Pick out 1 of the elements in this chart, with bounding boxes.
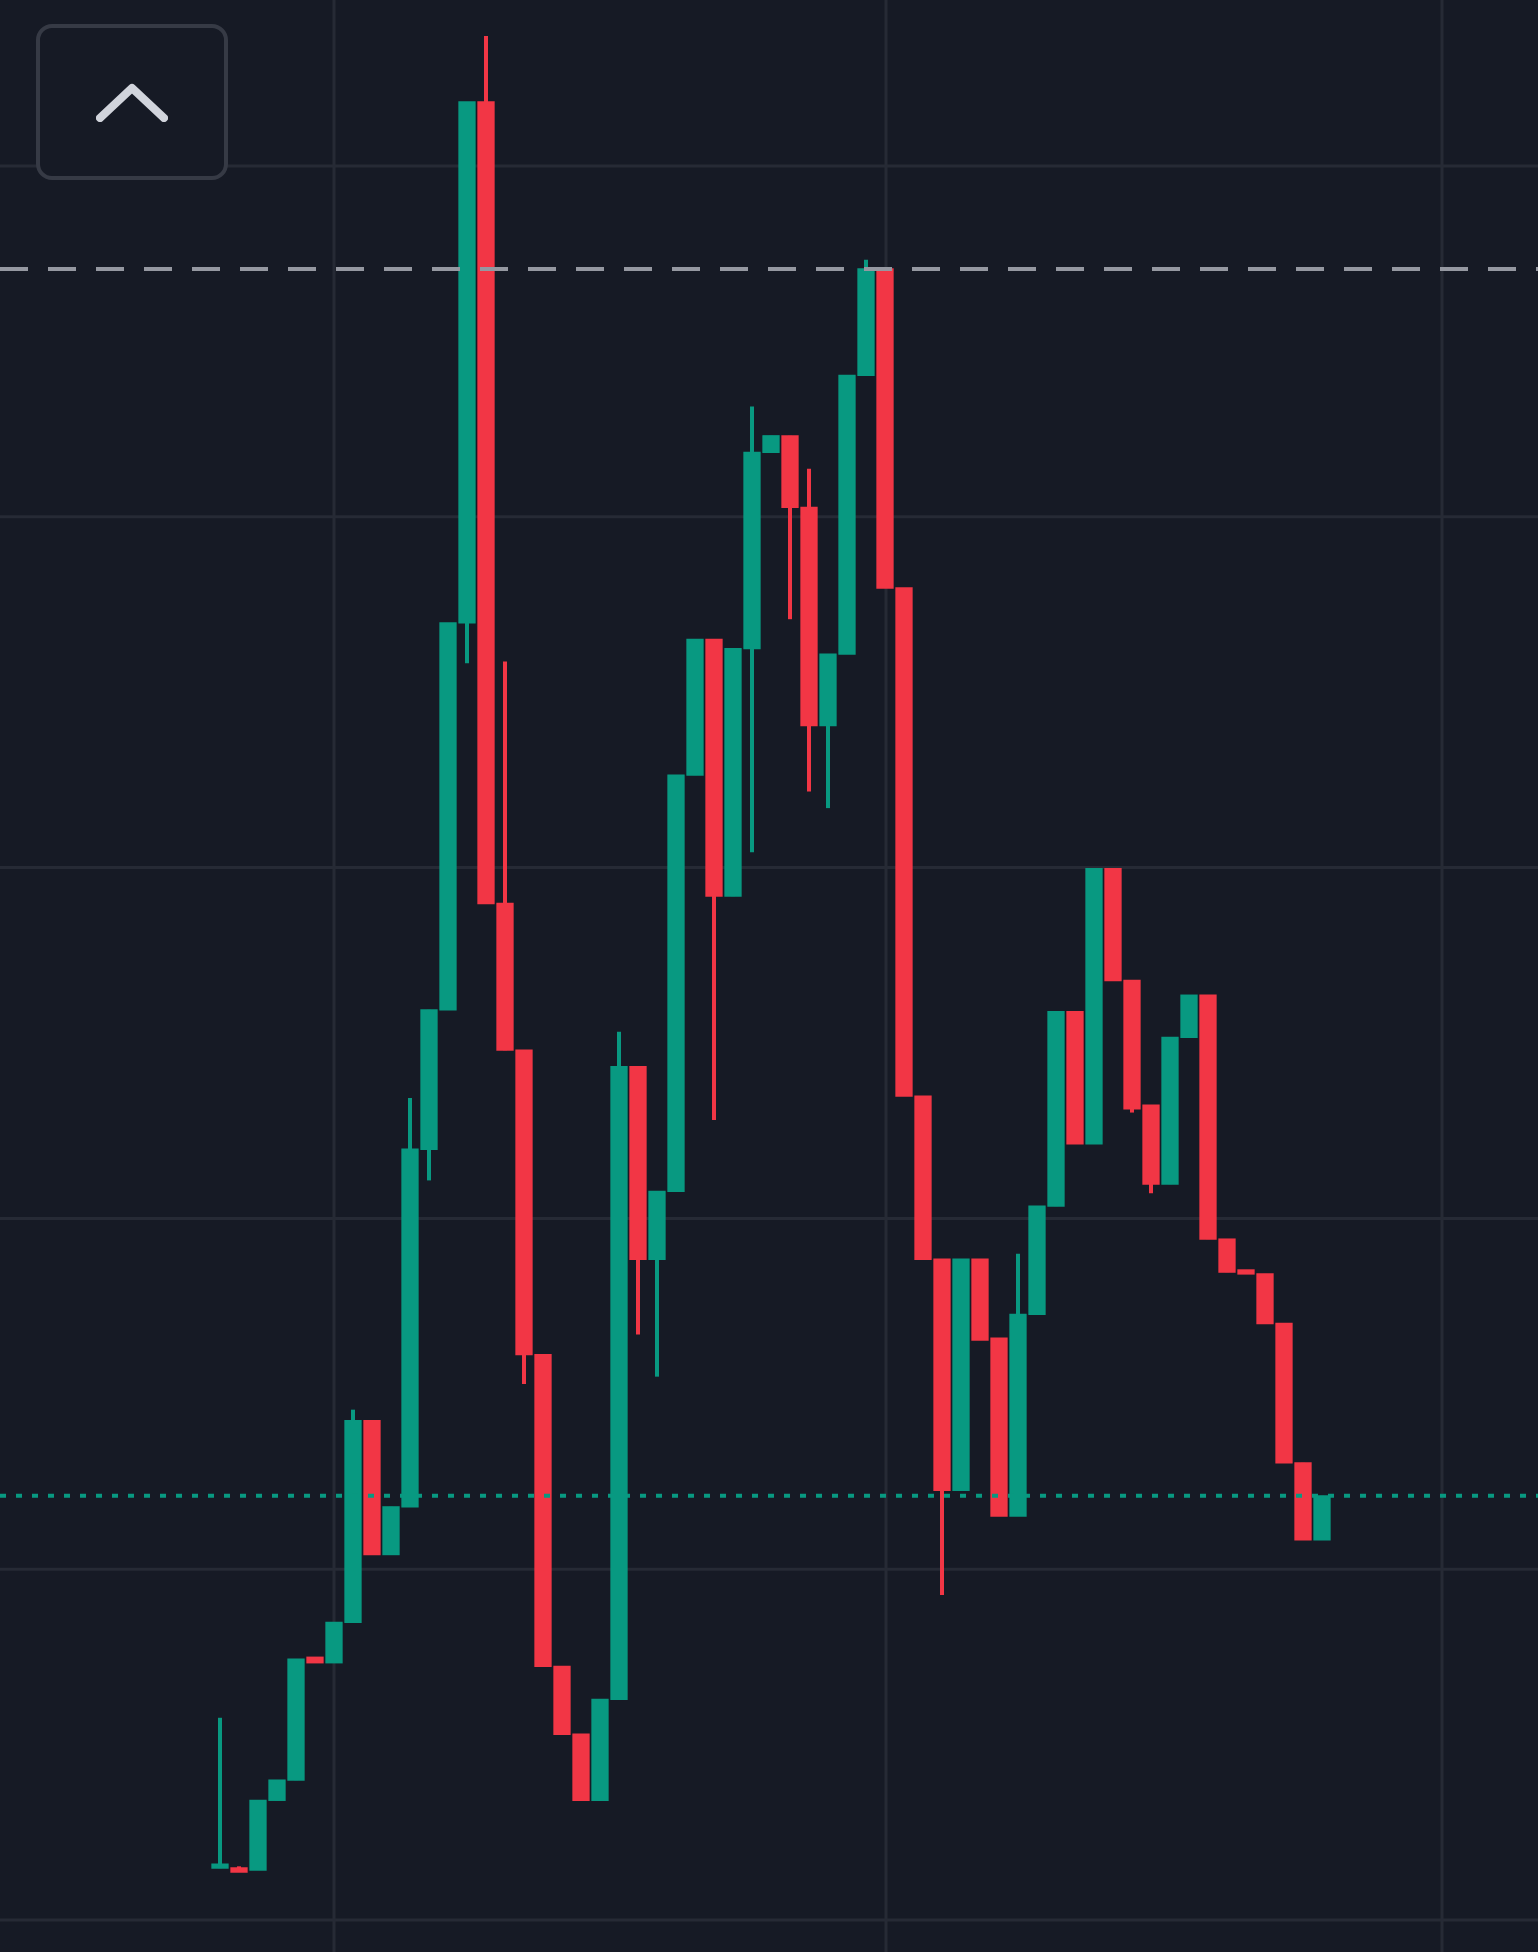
- candlestick: [211, 1715, 229, 1871]
